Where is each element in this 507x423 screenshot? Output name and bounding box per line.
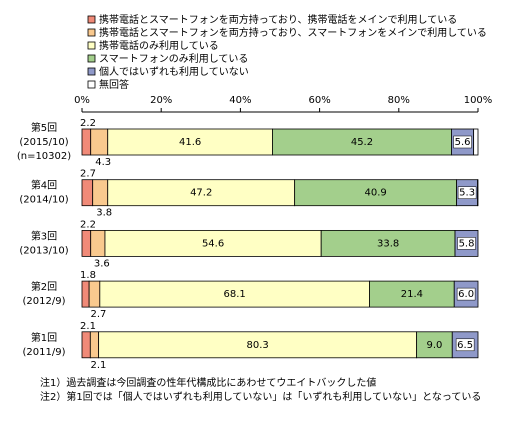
bar-segment (98, 331, 418, 359)
legend-label: 携帯電話とスマートフォンを両方持っており、携帯電話をメインで利用している (99, 13, 457, 26)
bar-segment (272, 128, 452, 156)
value-label: 5.3 (459, 188, 475, 199)
value-label: 2.2 (80, 219, 96, 230)
category-label: (2013/10) (19, 245, 68, 256)
label-box (457, 237, 476, 250)
legend-swatch (87, 67, 96, 76)
legend-label: 携帯電話のみ利用している (99, 39, 219, 52)
label-box (455, 338, 475, 352)
bar-segment (104, 229, 322, 257)
x-tick-label: 100% (464, 95, 493, 106)
value-label: 5.6 (455, 137, 471, 148)
bar-segment (90, 128, 109, 156)
bar-segment (107, 179, 296, 207)
category-label: (2012/9) (23, 296, 66, 307)
legend-swatch (87, 54, 96, 63)
value-label: 6.0 (458, 289, 474, 300)
bar-segment (107, 128, 273, 156)
bar-segment (88, 280, 101, 308)
value-label: 5.8 (459, 238, 475, 249)
value-label: 80.3 (246, 340, 268, 351)
legend-label: 無回答 (99, 78, 129, 91)
bar-segment (81, 280, 90, 308)
value-label: 2.7 (80, 169, 96, 180)
x-tick-label: 0% (74, 95, 90, 106)
value-label: 6.5 (457, 340, 473, 351)
legend-swatch (87, 15, 96, 24)
category-label: (2015/10) (19, 137, 68, 148)
category-label: 第1回 (31, 331, 57, 344)
value-label: 33.8 (377, 238, 399, 249)
value-label: 40.9 (365, 188, 387, 199)
value-label: 21.4 (401, 289, 423, 300)
bar-segment (81, 179, 94, 207)
legend-label: スマートフォンのみ利用している (99, 53, 248, 65)
x-tick-label: 40% (229, 95, 251, 106)
value-label: 3.6 (94, 258, 110, 269)
value-label: 2.2 (80, 118, 96, 129)
bar-segment (89, 331, 100, 359)
legend-label: 携帯電話とスマートフォンを両方持っており、スマートフォンをメインで利用している (99, 26, 487, 39)
bar-segment (92, 179, 109, 207)
value-label: 54.6 (202, 238, 224, 249)
category-label: (n=10302) (17, 151, 71, 162)
value-label: 4.3 (95, 157, 111, 168)
value-label: 2.1 (80, 321, 96, 332)
value-label: 3.8 (96, 208, 112, 219)
value-label: 2.1 (91, 360, 107, 371)
category-label: 第4回 (31, 179, 57, 192)
category-label: 第2回 (31, 280, 57, 293)
bar-segment (416, 331, 453, 359)
note: 注1）過去調査は今回調査の性年代構成比にあわせてウエイトバックした値 (40, 376, 376, 389)
bar-segment (90, 229, 106, 257)
label-box (457, 186, 477, 199)
value-label: 1.8 (80, 270, 96, 281)
note: 注2）第1回では「個人ではいずれも利用していない」は「いずれも利用していない」と… (40, 390, 481, 403)
label-box (453, 135, 472, 149)
label-box (456, 287, 476, 301)
bar-segment (369, 280, 455, 308)
x-tick-label: 20% (150, 95, 172, 106)
legend-label: 個人ではいずれも利用していない (99, 65, 249, 78)
value-label: 41.6 (179, 137, 201, 148)
category-label: (2014/10) (19, 195, 68, 206)
legend-swatch (87, 41, 96, 50)
bar-segment (294, 179, 458, 207)
bar-segment (473, 128, 479, 156)
bar-segment (81, 128, 92, 156)
x-tick-label: 60% (308, 95, 330, 106)
value-label: 9.0 (426, 340, 442, 351)
bar-segment (99, 280, 370, 308)
value-label: 47.2 (190, 188, 212, 199)
category-label: 第5回 (31, 121, 57, 134)
value-label: 45.2 (351, 137, 373, 148)
bar-segment (81, 331, 91, 359)
bar-segment (81, 229, 92, 257)
x-tick-label: 80% (388, 95, 410, 106)
value-label: 68.1 (224, 289, 246, 300)
value-label: 2.7 (91, 309, 107, 320)
category-label: 第3回 (31, 229, 57, 242)
category-label: (2011/9) (23, 347, 66, 358)
legend-swatch (87, 80, 96, 89)
legend-swatch (87, 28, 96, 37)
bar-segment (320, 229, 456, 257)
